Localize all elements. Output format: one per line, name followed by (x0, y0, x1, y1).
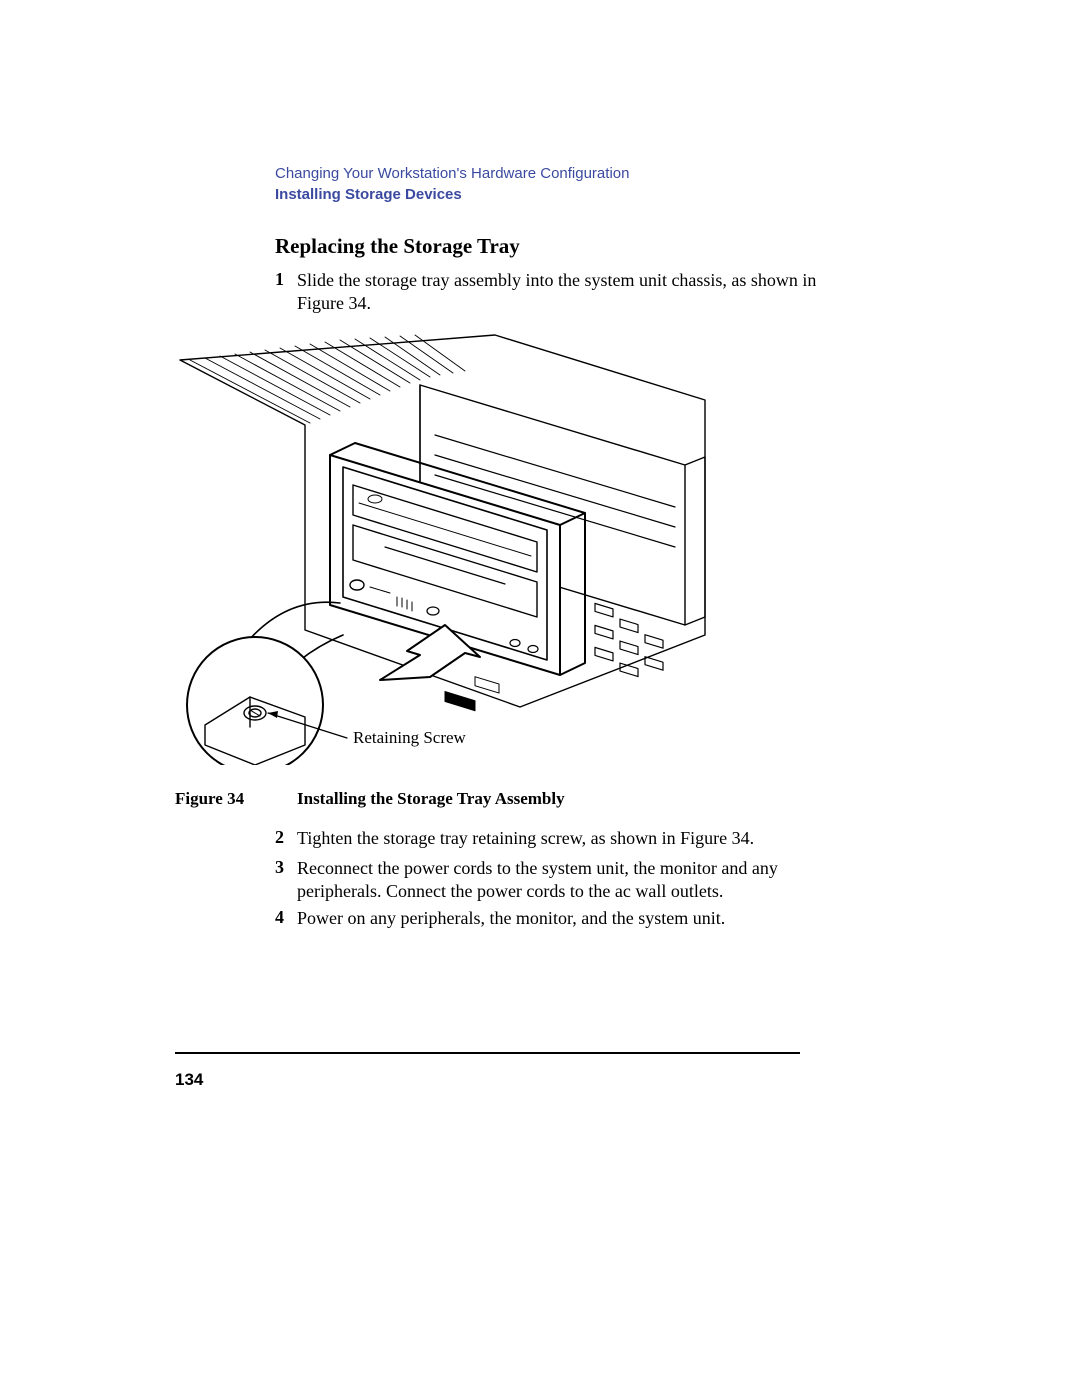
step-2-number: 2 (275, 827, 297, 850)
document-page: Changing Your Workstation's Hardware Con… (0, 0, 1080, 1397)
step-4: 4 Power on any peripherals, the monitor,… (275, 907, 825, 930)
figure-number: Figure 34 (175, 789, 244, 809)
page-number: 134 (175, 1070, 203, 1090)
footer-rule (175, 1052, 800, 1054)
step-3-text: Reconnect the power cords to the system … (297, 857, 825, 904)
step-1: 1 Slide the storage tray assembly into t… (275, 269, 825, 316)
step-2-text: Tighten the storage tray retaining screw… (297, 827, 754, 850)
step-4-number: 4 (275, 907, 297, 930)
running-header-chapter: Changing Your Workstation's Hardware Con… (275, 165, 629, 182)
step-3: 3 Reconnect the power cords to the syste… (275, 857, 825, 904)
step-1-number: 1 (275, 269, 297, 316)
step-3-number: 3 (275, 857, 297, 904)
figure-34-illustration: Retaining Screw (175, 325, 800, 765)
figure-title: Installing the Storage Tray Assembly (297, 789, 565, 809)
figure-callout-label: Retaining Screw (353, 728, 467, 747)
running-header-section: Installing Storage Devices (275, 186, 462, 203)
step-1-text: Slide the storage tray assembly into the… (297, 269, 825, 316)
section-heading: Replacing the Storage Tray (275, 234, 520, 259)
step-2: 2 Tighten the storage tray retaining scr… (275, 827, 825, 850)
step-4-text: Power on any peripherals, the monitor, a… (297, 907, 725, 930)
